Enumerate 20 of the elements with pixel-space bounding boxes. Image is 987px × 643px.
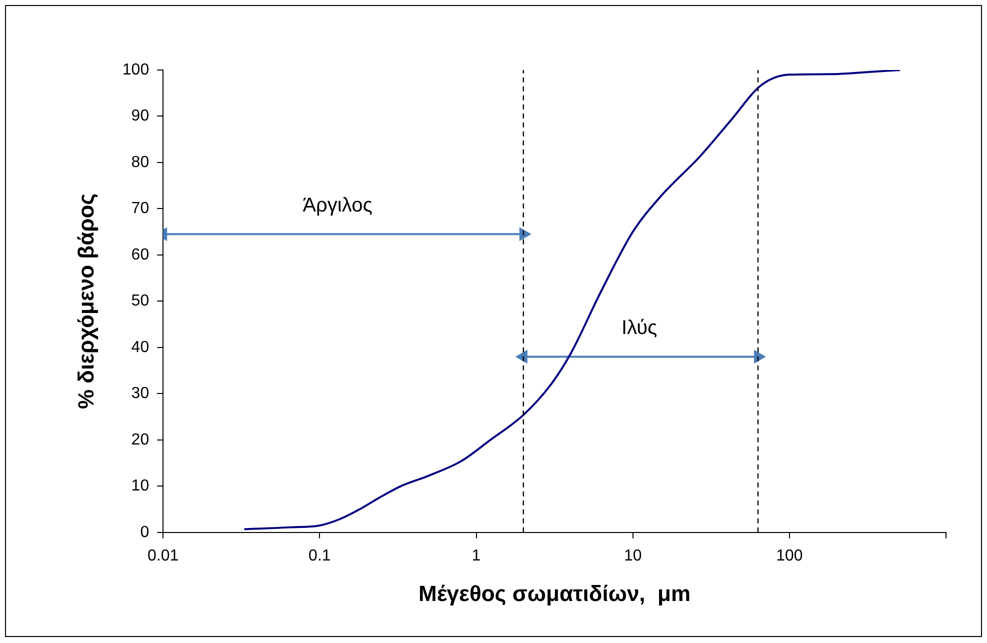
y-tick-label: 30 [131,385,150,402]
x-tick-label: 0.01 [148,547,179,564]
annotation: Ιλύς [621,317,658,340]
y-tick-label: 10 [131,478,150,495]
y-tick-label: 90 [131,108,150,125]
x-axis-title: Μέγεθος σωματιδίων, μm [418,580,691,606]
y-axis-title: % διερχόμενο βάρος [73,193,98,410]
annotation: Άργιλος [302,194,373,217]
y-tick-label: 100 [122,61,150,78]
y-tick-label: 50 [131,292,150,310]
x-tick-label: 10 [624,547,642,564]
x-tick-label: 100 [776,547,803,564]
y-tick-label: 40 [131,338,150,356]
y-tick-label: 80 [131,154,150,171]
y-tick-label: 0 [140,524,150,541]
y-tick-label: 20 [131,431,150,448]
x-tick-label: 1 [472,547,481,564]
x-tick-label: 0.1 [308,547,331,564]
y-tick-label: 70 [131,200,150,218]
y-tick-label: 60 [131,246,150,264]
